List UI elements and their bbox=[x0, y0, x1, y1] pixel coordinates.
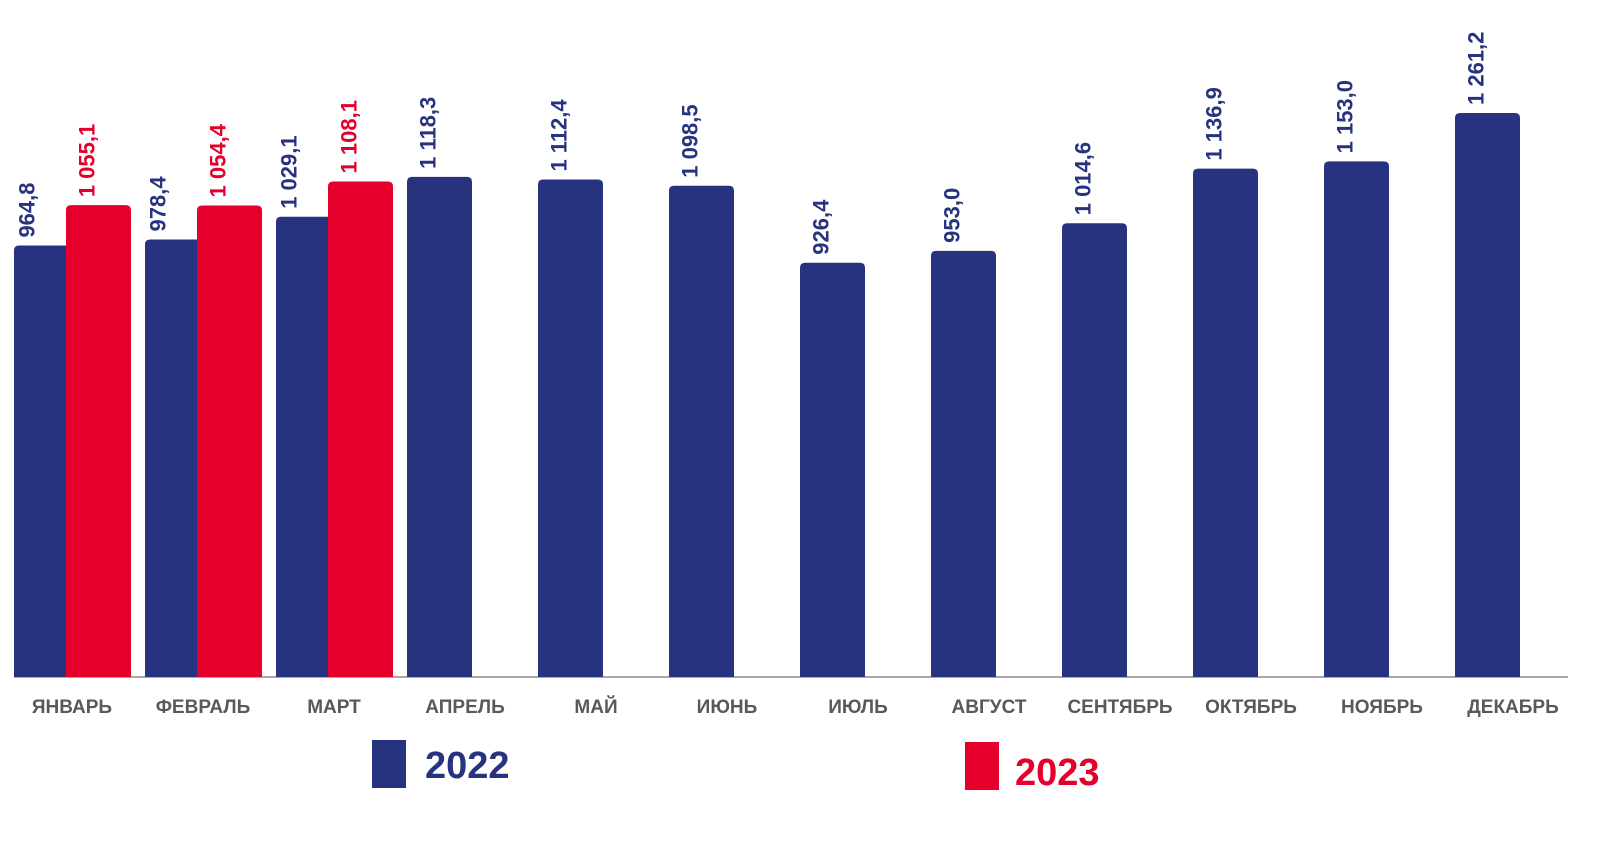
bar bbox=[66, 205, 131, 677]
value-label: 1 136,9 bbox=[1201, 87, 1226, 160]
value-label: 1 014,6 bbox=[1070, 142, 1095, 215]
x-tick-label: МАЙ bbox=[574, 696, 617, 718]
value-label: 964,8 bbox=[14, 182, 39, 237]
value-label: 1 153,0 bbox=[1332, 80, 1357, 153]
value-label: 1 029,1 bbox=[276, 135, 301, 208]
value-label: 978,4 bbox=[145, 176, 170, 232]
bar bbox=[1455, 113, 1520, 677]
value-label: 1 261,2 bbox=[1463, 32, 1488, 105]
bar bbox=[197, 205, 262, 677]
value-label: 1 108,1 bbox=[336, 100, 361, 173]
legend-label: 2022 bbox=[425, 745, 510, 787]
legend-swatch bbox=[965, 742, 999, 790]
x-tick-label: ИЮЛЬ bbox=[828, 697, 888, 718]
x-tick-label: СЕНТЯБРЬ bbox=[1067, 697, 1172, 718]
x-tick-label: ФЕВРАЛЬ bbox=[156, 697, 251, 718]
x-tick-label: ОКТЯБРЬ bbox=[1205, 697, 1297, 718]
value-label: 953,0 bbox=[939, 188, 964, 243]
bar bbox=[145, 239, 210, 677]
bar bbox=[931, 250, 996, 677]
bar bbox=[1062, 223, 1127, 677]
x-tick-label: ДЕКАБРЬ bbox=[1467, 697, 1559, 718]
value-label: 1 112,4 bbox=[546, 99, 571, 172]
bar bbox=[800, 262, 865, 677]
bar bbox=[669, 185, 734, 677]
bar bbox=[328, 181, 393, 677]
x-tick-label: ИЮНЬ bbox=[697, 697, 758, 718]
bar bbox=[1324, 161, 1389, 677]
bar bbox=[538, 179, 603, 677]
x-tick-label: МАРТ bbox=[307, 697, 361, 718]
value-label: 1 055,1 bbox=[74, 124, 99, 197]
legend-label: 2023 bbox=[1015, 752, 1100, 794]
value-label: 1 118,3 bbox=[415, 97, 440, 169]
x-tick-label: НОЯБРЬ bbox=[1341, 697, 1423, 718]
value-label: 926,4 bbox=[808, 199, 833, 255]
legend-swatch bbox=[372, 740, 406, 788]
value-label: 1 054,4 bbox=[205, 123, 230, 197]
bar bbox=[276, 216, 341, 678]
x-tick-label: АПРЕЛЬ bbox=[425, 697, 504, 718]
bar bbox=[407, 176, 472, 677]
x-tick-label: ЯНВАРЬ bbox=[32, 697, 112, 718]
x-tick-label: АВГУСТ bbox=[952, 697, 1027, 718]
bar bbox=[1193, 168, 1258, 677]
bar bbox=[14, 245, 79, 678]
value-label: 1 098,5 bbox=[677, 104, 702, 177]
